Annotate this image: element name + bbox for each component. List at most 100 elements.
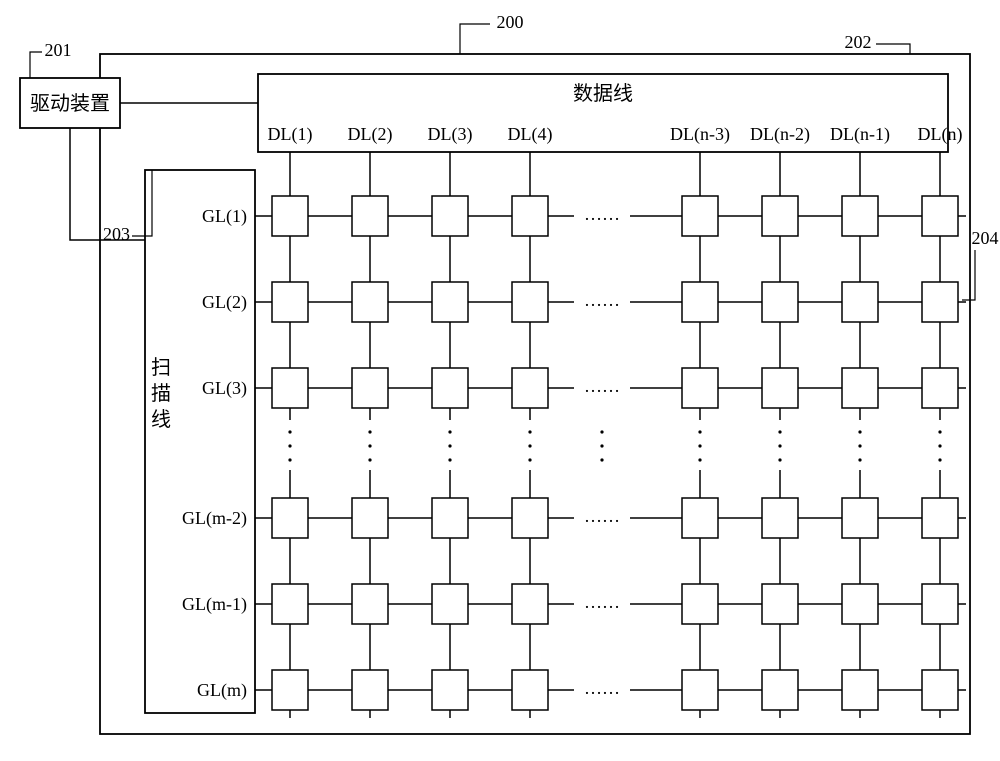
pixel-cell	[512, 196, 548, 236]
pixel-cell	[922, 584, 958, 624]
pixel-cell	[842, 498, 878, 538]
vdots	[698, 430, 701, 433]
vdots	[368, 458, 371, 461]
dl-label: DL(n)	[918, 124, 963, 145]
vdots	[938, 458, 941, 461]
pixel-cell	[432, 584, 468, 624]
pixel-cell	[682, 670, 718, 710]
vdots	[448, 458, 451, 461]
dl-label: DL(n-2)	[750, 124, 810, 145]
gl-label: GL(1)	[202, 206, 247, 227]
pixel-cell	[682, 282, 718, 322]
dl-label: DL(1)	[268, 124, 313, 145]
vdots	[528, 458, 531, 461]
pixel-cell	[762, 670, 798, 710]
vdots	[938, 430, 941, 433]
vdots	[600, 458, 603, 461]
ref-panel: 200	[497, 12, 524, 32]
pixel-cell	[842, 282, 878, 322]
vdots	[778, 458, 781, 461]
pixel-cell	[432, 368, 468, 408]
vdots	[778, 444, 781, 447]
vdots	[448, 444, 451, 447]
vdots	[368, 444, 371, 447]
pixel-cell	[842, 196, 878, 236]
pixel-cell	[762, 368, 798, 408]
vdots	[698, 458, 701, 461]
pixel-cell	[842, 368, 878, 408]
dl-label: DL(3)	[428, 124, 473, 145]
vdots	[288, 458, 291, 461]
row-ellipsis: ……	[584, 290, 620, 310]
pixel-cell	[272, 368, 308, 408]
gl-label: GL(m)	[197, 680, 247, 701]
scan-lines-title-char: 描	[151, 382, 171, 405]
pixel-cell	[352, 282, 388, 322]
dl-label: DL(2)	[348, 124, 393, 145]
pixel-cell	[922, 196, 958, 236]
gl-label: GL(m-1)	[182, 594, 247, 615]
pixel-cell	[922, 368, 958, 408]
vdots	[288, 430, 291, 433]
vdots	[938, 444, 941, 447]
pixel-cell	[272, 498, 308, 538]
pixel-cell	[922, 498, 958, 538]
vdots	[288, 444, 291, 447]
vdots	[858, 430, 861, 433]
pixel-cell	[352, 368, 388, 408]
ref-data-driver: 202	[845, 32, 872, 52]
pixel-cell	[682, 368, 718, 408]
vdots	[368, 430, 371, 433]
row-ellipsis: ……	[584, 204, 620, 224]
row-ellipsis: ……	[584, 376, 620, 396]
vdots	[778, 430, 781, 433]
pixel-cell	[272, 584, 308, 624]
pixel-cell	[272, 670, 308, 710]
pixel-cell	[842, 670, 878, 710]
pixel-cell	[762, 196, 798, 236]
pixel-cell	[512, 498, 548, 538]
leader-200	[460, 24, 490, 54]
ref-pixel-array: 204	[972, 228, 999, 248]
pixel-cell	[432, 498, 468, 538]
diagram-root: 200 201 202 驱动装置 数据线 DL(1) DL(2) DL(3) DL(4) DL(n…	[0, 0, 1000, 761]
pixel-cell	[762, 282, 798, 322]
pixel-cell	[352, 584, 388, 624]
pixel-cell	[432, 196, 468, 236]
vdots	[528, 430, 531, 433]
vdots	[448, 430, 451, 433]
pixel-cell	[512, 584, 548, 624]
gl-label: GL(3)	[202, 378, 247, 399]
data-lines-title: 数据线	[573, 82, 633, 105]
vdots	[600, 444, 603, 447]
pixel-cell	[922, 670, 958, 710]
pixel-cell	[272, 282, 308, 322]
pixel-cell	[272, 196, 308, 236]
vdots	[600, 430, 603, 433]
row-ellipsis: ……	[584, 678, 620, 698]
vdots	[528, 444, 531, 447]
scan-lines-title-char: 扫	[151, 356, 171, 379]
scan-lines-block	[145, 170, 255, 713]
pixel-cell	[432, 282, 468, 322]
pixel-cell	[512, 368, 548, 408]
pixel-cell	[682, 498, 718, 538]
pixel-cell	[512, 670, 548, 710]
vdots	[698, 444, 701, 447]
pixel-cell	[352, 498, 388, 538]
row-ellipsis: ……	[584, 506, 620, 526]
pixel-cell	[682, 196, 718, 236]
pixel-cell	[512, 282, 548, 322]
pixel-cell	[922, 282, 958, 322]
ref-driver: 201	[45, 40, 72, 60]
vdots	[858, 444, 861, 447]
pixel-cell	[682, 584, 718, 624]
gl-label: GL(2)	[202, 292, 247, 313]
pixel-cell	[352, 196, 388, 236]
vdots	[858, 458, 861, 461]
pixel-cell	[352, 670, 388, 710]
dl-label: DL(4)	[508, 124, 553, 145]
pixel-cell	[842, 584, 878, 624]
gl-label: GL(m-2)	[182, 508, 247, 529]
driver-label: 驱动装置	[30, 92, 110, 115]
